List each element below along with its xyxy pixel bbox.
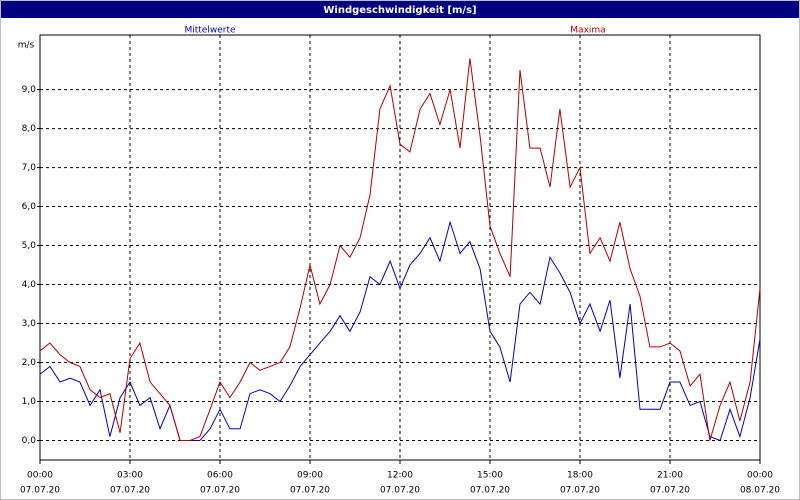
x-tick-label: 07.07.20	[560, 486, 600, 496]
x-tick-label: 07.07.20	[110, 486, 150, 496]
x-tick-label: 00:00	[27, 471, 53, 481]
x-tick-label: 03:00	[117, 471, 143, 481]
data-line	[39, 58, 761, 442]
title-bar	[1, 1, 799, 18]
y-tick-label: 8,0	[22, 124, 37, 134]
x-tick-label: 07.07.20	[20, 486, 60, 496]
y-tick-label: 5,0	[22, 241, 37, 251]
x-tick-label: 12:00	[387, 471, 413, 481]
x-tick-label: 07.07.20	[200, 486, 240, 496]
x-tick-label: 18:00	[567, 471, 593, 481]
x-tick-label: 15:00	[477, 471, 503, 481]
y-tick-label: 7,0	[22, 163, 37, 173]
legend-label: Maxima	[570, 26, 605, 36]
x-tick-label: 06:00	[207, 471, 233, 481]
y-tick-label: 4,0	[22, 280, 37, 290]
x-tick-label: 07.07.20	[380, 486, 420, 496]
x-tick-label: 07.07.20	[470, 486, 510, 496]
x-tick-label: 07.07.20	[290, 486, 330, 496]
y-tick-label: 0,0	[22, 436, 37, 446]
y-tick-label: 6,0	[22, 202, 37, 212]
x-tick-label: 09:00	[297, 471, 323, 481]
x-tick-label: 08.07.20	[740, 486, 780, 496]
y-tick-label: 9,0	[22, 85, 37, 95]
x-tick-label: 07.07.20	[650, 486, 690, 496]
data-line	[39, 220, 761, 442]
y-axis-label: m/s	[18, 41, 35, 51]
y-tick-label: 3,0	[22, 319, 37, 329]
x-tick-label: 00:00	[747, 471, 773, 481]
legend-label: Mittelwerte	[184, 26, 235, 36]
y-tick-label: 2,0	[22, 358, 37, 368]
x-tick-label: 21:00	[657, 471, 683, 481]
chart-title: Windgeschwindigkeit [m/s]	[323, 5, 476, 16]
y-tick-label: 1,0	[22, 397, 37, 407]
